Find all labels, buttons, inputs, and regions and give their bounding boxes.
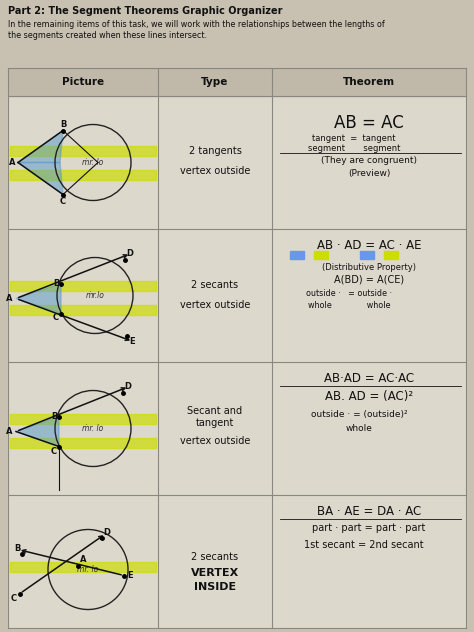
Text: E: E [127,571,133,580]
Text: BA · AE = DA · AC: BA · AE = DA · AC [317,505,421,518]
Bar [384,251,398,259]
Text: AB·AD = AC·AC: AB·AD = AC·AC [324,372,414,385]
Text: D: D [125,382,131,391]
Text: (Preview): (Preview) [348,169,390,178]
Text: segment       segment: segment segment [308,144,400,153]
Text: vertex outside: vertex outside [180,435,250,446]
Polygon shape [18,162,63,195]
Text: C: C [51,447,57,456]
Text: tangent  =  tangent: tangent = tangent [312,134,396,143]
Text: ṁr. lo: ṁr. lo [77,565,99,574]
Text: B: B [51,412,57,421]
Text: tangent: tangent [196,418,234,428]
Text: the segments created when these lines intersect.: the segments created when these lines in… [8,31,207,40]
Text: vertex outside: vertex outside [180,166,250,176]
Text: C: C [60,197,66,206]
Text: A: A [80,555,86,564]
Bar [10,437,156,447]
Text: D: D [103,528,110,537]
Text: In the remaining items of this task, we will work with the relationships between: In the remaining items of this task, we … [8,20,385,29]
Text: A(BD) = A(CE): A(BD) = A(CE) [334,275,404,285]
Text: A: A [6,294,12,303]
Text: AB. AD = (AC)²: AB. AD = (AC)² [325,390,413,403]
Text: 2 tangents: 2 tangents [189,145,241,155]
Text: 2 secants: 2 secants [191,552,238,561]
Text: B: B [14,544,20,553]
Bar [10,281,156,291]
Text: outside ·   = outside ·: outside · = outside · [306,289,392,298]
Text: ṁr. lo: ṁr. lo [82,158,104,167]
Bar [360,251,374,259]
Text: AB = AC: AB = AC [334,114,404,132]
Bar [10,305,156,315]
Text: ṁr. lo: ṁr. lo [82,424,104,433]
Text: C: C [53,313,59,322]
Text: INSIDE: INSIDE [194,583,236,593]
Text: AB · AD = AC · AE: AB · AD = AC · AE [317,239,421,252]
Text: (Distributive Property): (Distributive Property) [322,263,416,272]
Text: B: B [53,279,59,288]
Text: 1st secant = 2nd secant: 1st secant = 2nd secant [304,540,424,550]
Text: Theorem: Theorem [343,77,395,87]
Text: whole              whole: whole whole [308,301,390,310]
Text: Secant and: Secant and [187,406,243,415]
Text: C: C [11,594,17,603]
Text: B: B [60,120,66,129]
Bar [290,251,304,259]
Bar [8,68,466,96]
Bar [8,68,466,628]
Bar [10,145,156,155]
Text: (They are congruent): (They are congruent) [321,156,417,165]
Text: D: D [127,249,134,258]
Text: whole: whole [346,424,373,433]
Text: outside · = (outside)²: outside · = (outside)² [310,410,407,419]
Text: Part 2: The Segment Theorems Graphic Organizer: Part 2: The Segment Theorems Graphic Org… [8,6,283,16]
Text: A: A [9,158,15,167]
Text: E: E [129,337,135,346]
Text: 2 secants: 2 secants [191,281,238,291]
Text: Type: Type [201,77,228,87]
Text: vertex outside: vertex outside [180,300,250,310]
Bar [10,413,156,423]
Polygon shape [18,130,63,162]
Polygon shape [16,416,59,446]
Bar [10,561,156,571]
Text: A: A [6,427,12,436]
Text: VERTEX: VERTEX [191,569,239,578]
Polygon shape [16,284,61,313]
Text: part · part = part · part: part · part = part · part [312,523,426,533]
Text: ṁr.lo: ṁr.lo [86,291,104,300]
Bar [10,169,156,179]
Bar [314,251,328,259]
Text: Picture: Picture [62,77,104,87]
